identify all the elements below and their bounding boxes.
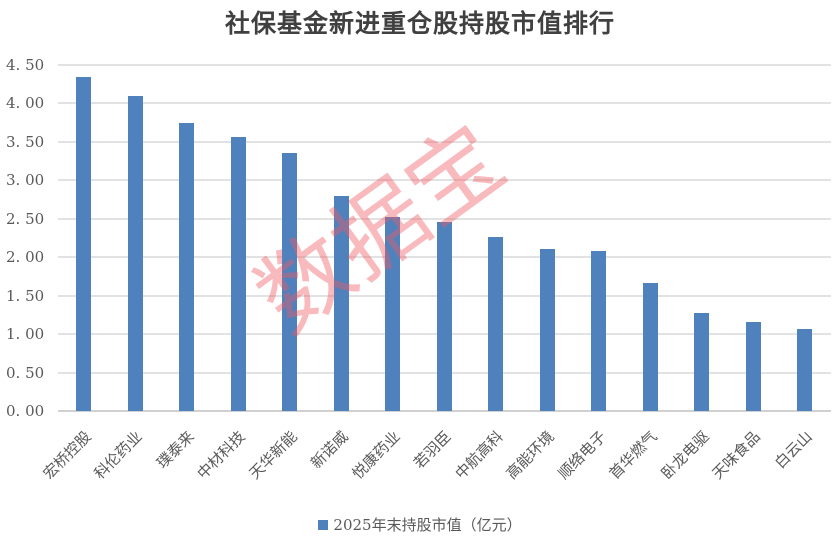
- bar: [76, 76, 91, 411]
- bar: [488, 237, 503, 411]
- y-tick-label: 0. 00: [6, 402, 45, 420]
- y-tick-label: 3. 50: [6, 132, 45, 151]
- y-tick-label: 1. 00: [6, 325, 45, 344]
- x-axis-line: [58, 410, 831, 412]
- y-tick-label: 2. 00: [6, 248, 45, 267]
- bar: [591, 251, 606, 411]
- bar: [385, 217, 400, 411]
- bar: [745, 321, 761, 411]
- y-tick-label: 1. 50: [6, 286, 45, 305]
- gridline: [58, 179, 831, 182]
- y-tick-label: 4. 00: [6, 94, 45, 113]
- gridline: [58, 217, 831, 220]
- legend-label: 2025年末持股市值（亿元）: [333, 516, 522, 534]
- bar: [694, 313, 709, 411]
- y-tick-label: 3. 00: [6, 171, 45, 190]
- bar: [642, 283, 658, 411]
- bar: [127, 95, 143, 411]
- bar: [333, 195, 349, 411]
- bar: [282, 153, 297, 411]
- legend: 2025年末持股市值（亿元）: [0, 514, 840, 535]
- bar: [797, 328, 812, 411]
- bar: [539, 248, 555, 411]
- chart-title: 社保基金新进重仓股持股市值排行: [224, 9, 615, 38]
- gridline: [58, 140, 831, 143]
- bar: [179, 122, 194, 411]
- y-tick-label: 0. 50: [6, 363, 45, 382]
- y-tick-label: 2. 50: [6, 209, 45, 228]
- legend-swatch: [318, 520, 329, 530]
- gridline: [58, 102, 831, 105]
- y-tick-label: 4. 50: [6, 56, 45, 74]
- bar: [230, 137, 246, 411]
- gridline: [58, 64, 831, 66]
- bar: [436, 221, 452, 411]
